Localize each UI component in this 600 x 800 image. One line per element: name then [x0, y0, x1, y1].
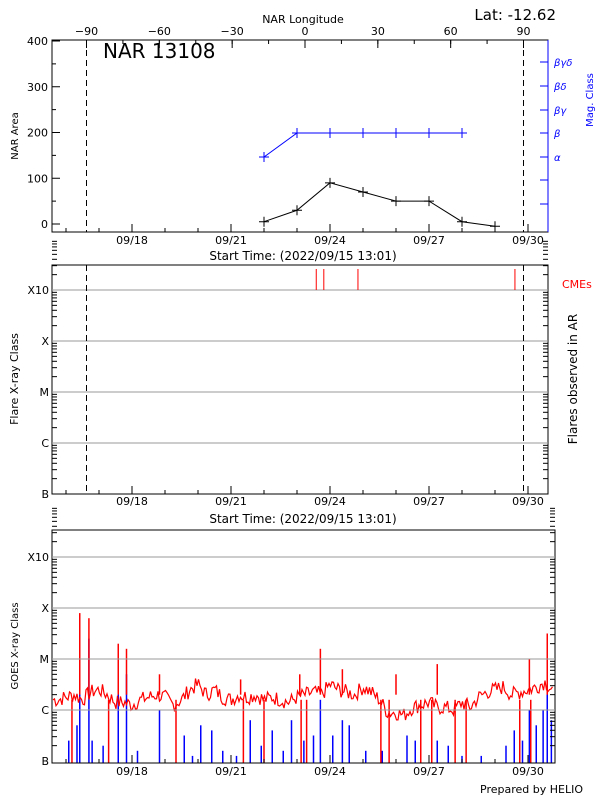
- y-tick-label: C: [41, 704, 49, 717]
- area-line: [263, 182, 496, 227]
- area-point: [490, 221, 500, 232]
- panel2-ylabel: Flare X-ray Class: [8, 333, 21, 425]
- mag-class-point: [292, 128, 302, 138]
- mag-class-point: [391, 128, 401, 138]
- x-tick-label: 09/24: [314, 495, 346, 508]
- x-tick-label: 09/21: [215, 234, 247, 247]
- goes-long-line: [52, 678, 553, 721]
- x-tick-label: 09/24: [314, 234, 346, 247]
- x-tick-label: 09/30: [512, 495, 544, 508]
- mag-class-point: [457, 128, 467, 138]
- y-tick-label: 200: [27, 127, 48, 140]
- mag-class-label: Mag. Class: [585, 73, 596, 127]
- x-tick-label: 09/18: [116, 495, 148, 508]
- top-tick-label: −90: [75, 25, 98, 38]
- y-tick-label: X10: [27, 284, 49, 297]
- y-tick-label: B: [41, 755, 49, 768]
- x-tick-label: 09/30: [512, 765, 544, 778]
- area-point: [391, 196, 401, 207]
- mag-class-tick-label: α: [554, 153, 561, 164]
- latitude-label: Lat: -12.62: [474, 6, 556, 24]
- y-tick-label: C: [41, 437, 49, 450]
- top-tick-label: 0: [302, 25, 309, 38]
- top-tick-label: −60: [148, 25, 171, 38]
- goes-xray-panel: 09/18 09/21 09/24 09/27 09/30 X10 X M C B: [27, 507, 556, 778]
- mag-class-tick-label: β: [553, 129, 561, 140]
- nar-area-panel: 09/18 09/21 09/24 09/27 09/300100200300400−9…: [27, 25, 572, 247]
- mag-class-point: [358, 128, 368, 138]
- y-tick-label: M: [40, 653, 50, 666]
- top-tick-label: 30: [371, 25, 385, 38]
- x-tick-label: 09/30: [512, 234, 544, 247]
- mag-class-tick-label: βγ: [553, 106, 567, 117]
- x-tick-label: 09/21: [215, 765, 247, 778]
- x-tick-label: 09/18: [116, 234, 148, 247]
- y-tick-label: M: [40, 386, 50, 399]
- top-axis-label: NAR Longitude: [262, 13, 344, 26]
- flares-observed-label: Flares observed in AR: [566, 314, 580, 444]
- panel1-xlabel: Start Time: (2022/09/15 13:01): [209, 249, 396, 263]
- mag-class-point: [325, 128, 335, 138]
- flare-class-panel: 09/18 09/21 09/24 09/27 09/30 X10 X M C B: [27, 240, 549, 508]
- y-tick-label: 100: [27, 172, 48, 185]
- y-tick-label: 300: [27, 81, 48, 94]
- x-tick-label: 09/27: [413, 495, 445, 508]
- mag-class-point: [259, 152, 269, 162]
- panel1-ylabel: NAR Area: [10, 112, 21, 159]
- y-tick-label: 0: [41, 218, 48, 231]
- x-tick-label: 09/27: [413, 765, 445, 778]
- area-point: [259, 216, 269, 227]
- credit-label: Prepared by HELIO: [480, 783, 583, 796]
- mag-class-point: [424, 128, 434, 138]
- area-point: [457, 216, 467, 227]
- mag-class-tick-label: βδ: [553, 82, 567, 93]
- top-tick-label: −30: [221, 25, 244, 38]
- mag-class-tick-label: βγδ: [553, 58, 572, 69]
- nar-title: NAR 13108: [103, 39, 216, 63]
- panel3-ylabel: GOES X-ray Class: [10, 602, 21, 689]
- panel2-xlabel: Start Time: (2022/09/15 13:01): [209, 512, 396, 526]
- top-tick-label: 90: [517, 25, 531, 38]
- x-tick-label: 09/27: [413, 234, 445, 247]
- area-point: [424, 196, 434, 207]
- top-tick-label: 60: [444, 25, 458, 38]
- y-tick-label: X10: [27, 551, 49, 564]
- plot-frame: [51, 39, 549, 233]
- x-tick-label: 09/21: [215, 495, 247, 508]
- area-point: [358, 186, 368, 197]
- y-tick-label: X: [41, 335, 49, 348]
- y-tick-label: B: [41, 488, 49, 501]
- plot-frame: [51, 264, 549, 495]
- x-tick-label: 09/24: [314, 765, 346, 778]
- area-point: [325, 177, 335, 188]
- y-tick-label: X: [41, 602, 49, 615]
- x-tick-label: 09/18: [116, 765, 148, 778]
- cme-label: CMEs: [562, 278, 592, 291]
- y-tick-label: 400: [27, 35, 48, 48]
- area-point: [292, 205, 302, 216]
- plot-frame: [51, 529, 556, 764]
